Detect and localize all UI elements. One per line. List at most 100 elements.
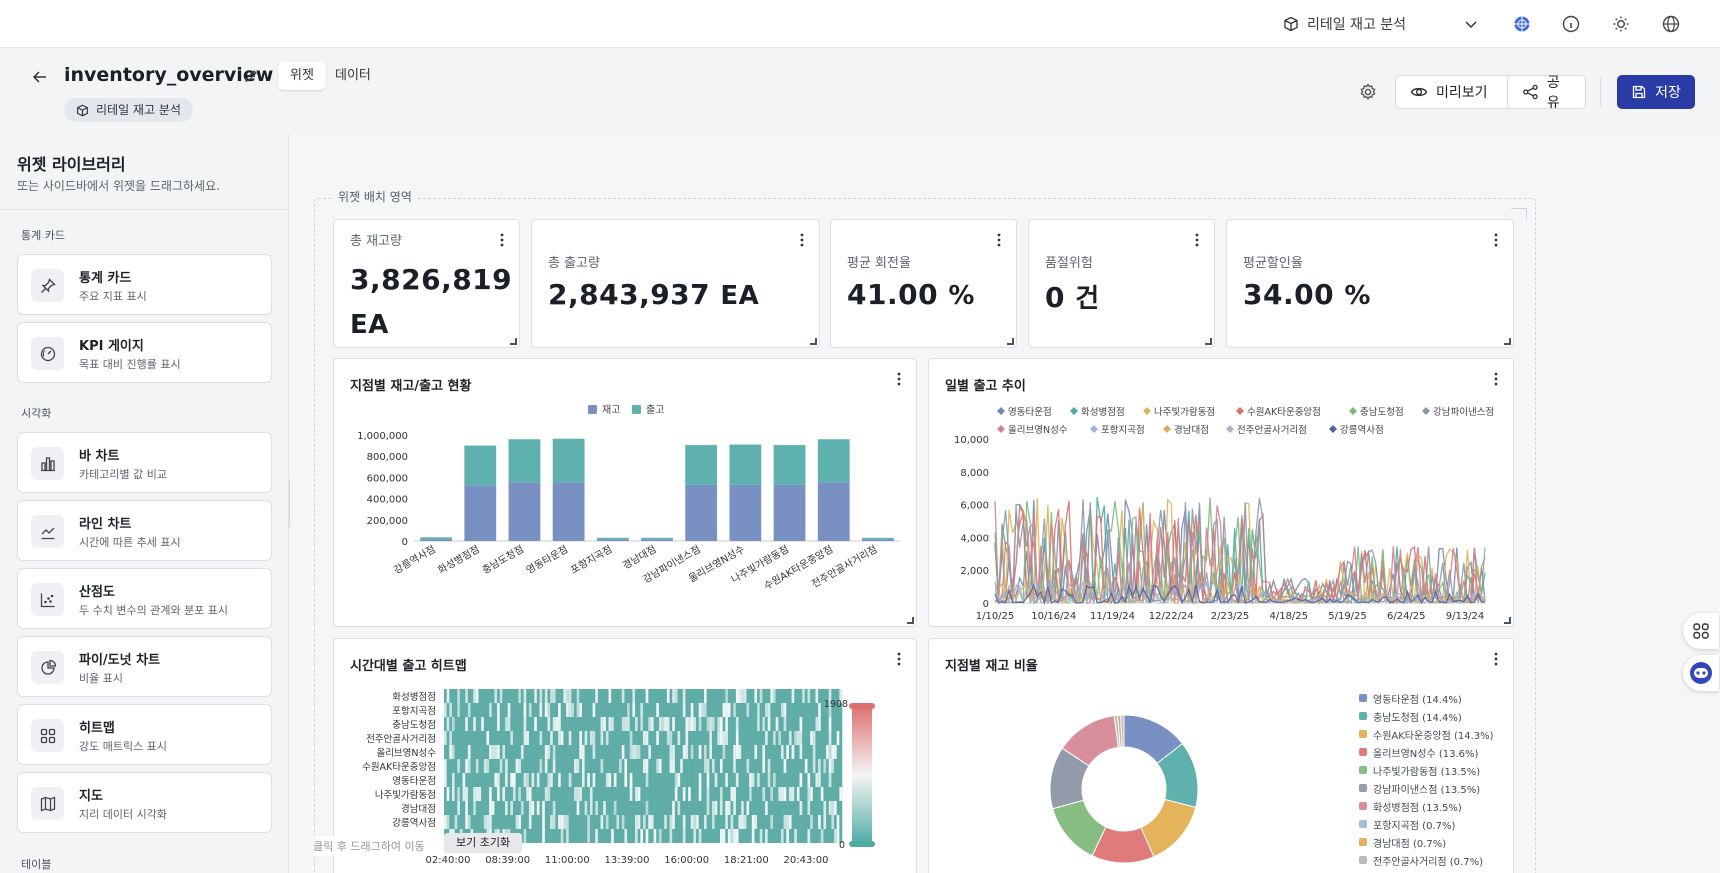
resize-handle[interactable]: [1504, 338, 1511, 345]
heat-cell: [767, 815, 771, 829]
heat-cell: [627, 731, 631, 745]
heat-cell: [648, 787, 652, 801]
heat-cell: [719, 703, 723, 717]
more-vertical-icon[interactable]: [1489, 651, 1503, 667]
heatmap-widget[interactable]: 시간대별 출고 히트맵 화성병점점 포항지곡점 충남도청점 전주안골사거리점 올리브영N…: [333, 638, 917, 873]
heat-cell: [725, 787, 729, 801]
line-chart-widget[interactable]: 일별 출고 추이 영동타운점 화성병점점 나주빛가람동점 수원AK타운중앙점 충남도청점…: [928, 358, 1514, 627]
heat-cell: [555, 787, 559, 801]
tab-widgets[interactable]: 위젯: [278, 62, 326, 90]
bar: [641, 537, 673, 540]
gear-icon[interactable]: [1358, 82, 1378, 102]
more-vertical-icon[interactable]: [1489, 371, 1503, 387]
heat-cell: [589, 829, 593, 843]
legend-swatch: [1359, 802, 1367, 810]
heat-cell-highlight: [539, 689, 543, 703]
heat-cell: [589, 717, 593, 731]
globe-colored-icon[interactable]: [1512, 14, 1532, 34]
heat-cell: [746, 787, 750, 801]
dashboard-canvas[interactable]: 위젯 배치 영역 총 재고량 3,826,819 EA 총 출고량 2,843,9…: [290, 134, 1720, 873]
more-vertical-icon[interactable]: [892, 651, 906, 667]
assistant-button[interactable]: [1683, 655, 1719, 691]
heat-cell-highlight: [539, 731, 543, 745]
heat-cell: [680, 703, 684, 717]
widget-drop-zone[interactable]: [314, 198, 1536, 873]
info-icon[interactable]: [1561, 14, 1581, 34]
more-vertical-icon[interactable]: [1489, 232, 1503, 248]
stat-card-avg-discount[interactable]: 평균할인율 34.00 %: [1226, 219, 1514, 348]
heat-cell: [632, 801, 636, 815]
heat-cell: [765, 815, 769, 829]
heat-cell: [794, 815, 798, 829]
widget-card-line-chart[interactable]: 라인 차트 시간에 따른 추세 표시: [17, 500, 272, 561]
widget-card-scatter[interactable]: 산점도 두 수치 변수의 관계와 분포 표시: [17, 568, 272, 629]
stat-card-total-outbound[interactable]: 총 출고량 2,843,937 EA: [531, 219, 820, 348]
more-vertical-icon[interactable]: [1190, 232, 1204, 248]
language-icon[interactable]: [1661, 14, 1681, 34]
heat-cell: [446, 731, 450, 745]
sun-icon[interactable]: [1611, 14, 1631, 34]
heat-cell: [600, 829, 604, 843]
heat-cell: [497, 689, 501, 703]
stat-card-stockout-risk[interactable]: 품절위험 0 건: [1028, 219, 1215, 348]
heat-cell: [550, 759, 554, 773]
heat-cell: [762, 689, 766, 703]
widget-card-bar-chart[interactable]: 바 차트 카테고리별 값 비교: [17, 432, 272, 493]
heat-cell: [563, 773, 567, 787]
heat-cell: [581, 703, 585, 717]
datasource-select[interactable]: 리테일 재고 분석: [1283, 12, 1479, 36]
save-button[interactable]: 저장: [1617, 75, 1695, 109]
stat-card-avg-turnover[interactable]: 평균 회전율 41.00 %: [830, 219, 1017, 348]
heat-cell: [743, 773, 747, 787]
widget-card-pie-chart[interactable]: 파이/도넛 차트 비율 표시: [17, 636, 272, 697]
heat-cell-highlight: [481, 717, 485, 731]
resize-handle[interactable]: [810, 338, 817, 345]
heat-cell-highlight: [735, 731, 739, 745]
heat-cell: [658, 801, 662, 815]
resize-handle[interactable]: [1007, 338, 1014, 345]
more-vertical-icon[interactable]: [892, 371, 906, 387]
pencil-icon[interactable]: [243, 68, 259, 84]
heat-cell: [491, 689, 495, 703]
widget-card-kpi-gauge[interactable]: KPI 게이지 목표 대비 진행률 표시: [17, 322, 272, 383]
heat-cell-highlight: [589, 787, 593, 801]
heat-cell: [571, 787, 575, 801]
heat-cell: [547, 801, 551, 815]
resize-handle[interactable]: [1205, 338, 1212, 345]
heat-cell: [542, 759, 546, 773]
heat-cell: [709, 787, 713, 801]
heat-cell: [722, 689, 726, 703]
resize-handle[interactable]: [1504, 617, 1511, 624]
heat-cell-highlight: [719, 759, 723, 773]
widget-card-map[interactable]: 지도 지리 데이터 시각화: [17, 772, 272, 833]
widget-card-heatmap[interactable]: 히트맵 강도 매트릭스 표시: [17, 704, 272, 765]
back-arrow-icon[interactable]: [31, 68, 49, 86]
heat-cell-highlight: [751, 829, 755, 843]
heat-cell: [547, 731, 551, 745]
stat-card-total-stock[interactable]: 총 재고량 3,826,819 EA: [333, 219, 520, 348]
resize-handle[interactable]: [510, 338, 517, 345]
heat-cell: [566, 731, 570, 745]
heat-cell: [499, 787, 503, 801]
heat-cell: [563, 745, 567, 759]
heat-cell: [680, 689, 684, 703]
heat-cell-highlight: [645, 731, 649, 745]
heat-cell: [719, 815, 723, 829]
share-button[interactable]: 공유: [1507, 75, 1586, 111]
preview-button[interactable]: 미리보기: [1395, 75, 1513, 109]
bar-chart-widget[interactable]: 지점별 재고/출고 현황 재고 출고 1,000,000 800,000 600,000…: [333, 358, 917, 627]
heat-cell: [727, 717, 731, 731]
heat-cell: [451, 759, 455, 773]
heat-cell: [831, 787, 835, 801]
more-vertical-icon[interactable]: [992, 232, 1006, 248]
resize-handle[interactable]: [907, 617, 914, 624]
tab-data[interactable]: 데이터: [335, 68, 371, 83]
reset-view-button[interactable]: 보기 초기화: [444, 833, 523, 853]
grid-tool-button[interactable]: [1683, 613, 1719, 649]
heat-cell: [696, 731, 700, 745]
more-vertical-icon[interactable]: [795, 232, 809, 248]
widget-card-stat-card[interactable]: 통계 카드 주요 지표 표시: [17, 254, 272, 315]
more-vertical-icon[interactable]: [495, 232, 509, 248]
heat-cell-highlight: [711, 759, 715, 773]
pie-chart-widget[interactable]: 지점별 재고 비율 영동타운점 (14.4%) 충남도청점 (14.4%) 수원AK…: [928, 638, 1514, 873]
